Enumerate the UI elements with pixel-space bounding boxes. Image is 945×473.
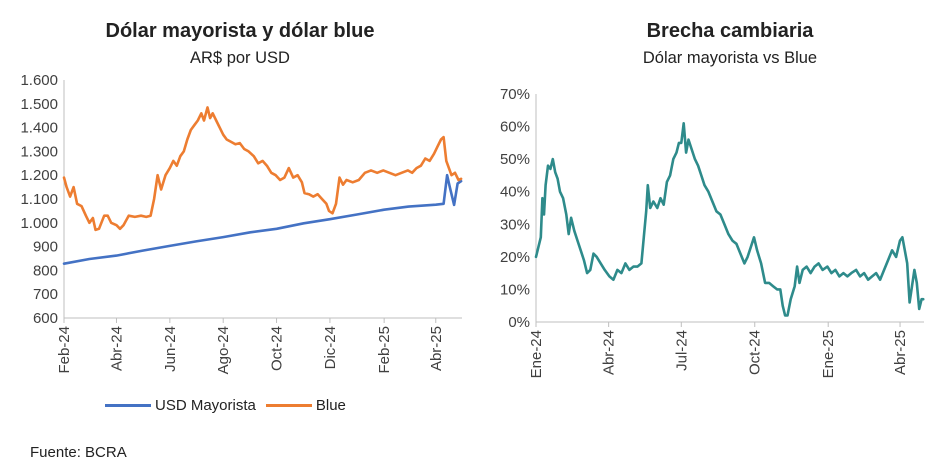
left-x-tick-label: Oct-24 [269, 326, 286, 371]
left-y-tick-label: 1.000 [20, 215, 58, 232]
right-chart-subtitle: Dólar mayorista vs Blue [642, 49, 818, 67]
legend-item-blue: Blue [265, 397, 346, 414]
left-y-tick-label: 800 [33, 262, 58, 279]
left-series-line-blue [62, 106, 463, 232]
left-y-tick-label: 1.600 [20, 72, 58, 89]
right-y-tick-label: 30% [500, 216, 530, 233]
left-y-tick-label: 1.100 [20, 191, 58, 208]
left-y-tick-label: 700 [33, 286, 58, 303]
left-x-tick-label: Feb-24 [56, 326, 73, 374]
left-series-line-usd-mayorista [62, 173, 463, 265]
left-x-tick-label: Abr-25 [428, 326, 445, 371]
right-y-tick-label: 70% [500, 86, 530, 103]
legend-swatch-blue [265, 404, 312, 407]
left-y-tick-label: 1.500 [20, 96, 58, 113]
left-y-tick-label: 1.300 [20, 143, 58, 160]
right-series-line-brecha [534, 122, 925, 317]
left-y-tick-label: 1.200 [20, 167, 58, 184]
right-x-tick-label: Abr-24 [601, 330, 618, 375]
right-x-tick-label: Ene-24 [528, 330, 545, 378]
right-y-tick-label: 10% [500, 281, 530, 298]
left-y-tick-label: 600 [33, 310, 58, 327]
left-chart-legend: USD Mayorista Blue [105, 397, 356, 414]
left-x-tick-label: Dic-24 [322, 326, 339, 369]
right-y-tick-label: 0% [508, 314, 530, 331]
left-x-tick-label: Abr-24 [108, 326, 125, 371]
right-x-tick-label: Ene-25 [820, 330, 837, 378]
source-note: Fuente: BCRA [30, 444, 127, 461]
right-x-tick-label: Jul-24 [673, 330, 690, 371]
left-x-tick-label: Ago-24 [215, 326, 232, 374]
left-chart-subtitle: AR$ por USD [190, 49, 290, 67]
left-y-tick-label: 900 [33, 239, 58, 256]
legend-label-blue: Blue [315, 397, 346, 414]
left-x-tick-label: Feb-25 [376, 326, 393, 374]
right-chart-title: Brecha cambiaria [646, 20, 814, 42]
legend-item-mayorista: USD Mayorista [105, 397, 256, 414]
left-y-tick-label: 1.400 [20, 120, 58, 137]
right-y-tick-label: 60% [500, 119, 530, 136]
right-y-tick-label: 20% [500, 249, 530, 266]
left-x-tick-label: Jun-24 [162, 326, 179, 372]
legend-label-mayorista: USD Mayorista [155, 397, 256, 414]
right-y-tick-label: 40% [500, 184, 530, 201]
right-x-tick-label: Abr-25 [892, 330, 909, 375]
right-y-tick-label: 50% [500, 151, 530, 168]
legend-swatch-mayorista [105, 404, 151, 407]
left-chart-title: Dólar mayorista y dólar blue [105, 20, 375, 42]
right-x-tick-label: Oct-24 [747, 330, 764, 375]
